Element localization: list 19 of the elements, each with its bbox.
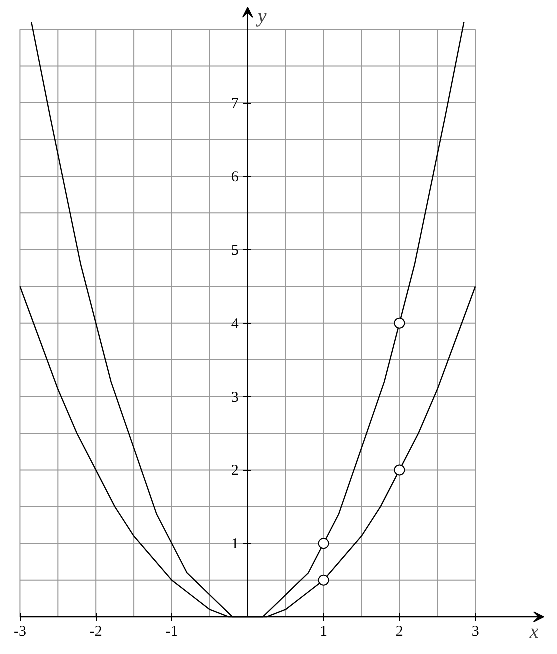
y-tick-label: 6 xyxy=(231,169,240,186)
y-tick-label: 4 xyxy=(231,316,240,332)
x-axis-title: x xyxy=(528,621,539,644)
y-tick-label: 2 xyxy=(231,463,239,480)
point xyxy=(318,538,330,550)
x-tick-label: -3 xyxy=(14,624,26,640)
x-tick-label: -2 xyxy=(90,624,102,640)
y-tick-label: 1 xyxy=(231,536,239,553)
y-axis-title: y xyxy=(256,6,267,28)
y-tick-label: 3 xyxy=(231,390,239,406)
x-tick-label: -1 xyxy=(166,624,178,640)
point xyxy=(318,574,330,586)
y-tick-label: 5 xyxy=(231,242,239,259)
point xyxy=(394,464,406,476)
x-tick-label: 3 xyxy=(472,624,480,640)
x-tick-label: 2 xyxy=(396,624,404,640)
y-tick-label: 7 xyxy=(231,96,240,112)
point xyxy=(394,318,406,329)
x-tick-label: 1 xyxy=(320,624,328,640)
